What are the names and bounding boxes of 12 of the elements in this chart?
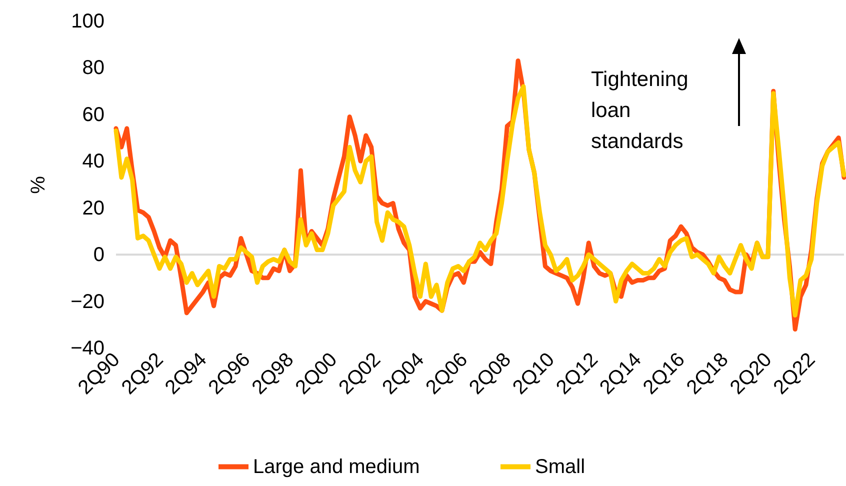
y-tick-label: 100	[71, 10, 104, 32]
y-tick-label: 20	[82, 197, 104, 220]
y-tick-label: 40	[82, 150, 104, 173]
legend-label: Large and medium	[253, 456, 420, 478]
y-tick-label: −40	[70, 338, 104, 360]
y-axis-title: %	[28, 176, 50, 194]
annotation: Tightening loan standards	[591, 68, 688, 153]
legend-label: Small	[535, 456, 586, 478]
y-tick-label: −20	[70, 290, 104, 313]
y-tick-label: 80	[82, 57, 104, 80]
y-tick-label: 0	[93, 244, 104, 266]
y-tick-label: 60	[82, 104, 104, 126]
